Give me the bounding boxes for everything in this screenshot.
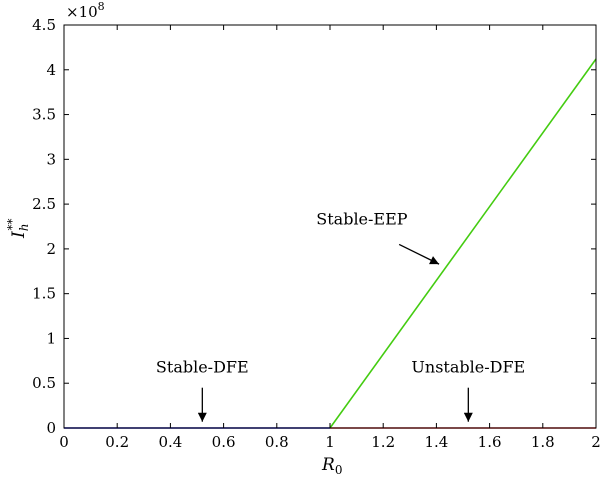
x-axis-label: R0 (321, 455, 342, 477)
annotation-label: Stable-DFE (156, 357, 249, 376)
annotation-arrow (398, 243, 440, 265)
x-tick-label: 0.2 (105, 433, 129, 451)
x-tick-label: 1.8 (531, 433, 555, 451)
y-axis-label-superscript: ** (5, 219, 19, 231)
annotation-label: Unstable-DFE (411, 357, 525, 376)
x-tick-label: 0.8 (265, 433, 289, 451)
y-tick-label: 2 (46, 240, 56, 258)
y-tick-label: 2.5 (32, 195, 56, 213)
y-tick-label: 0.5 (32, 374, 56, 392)
x-tick-label: 1.6 (478, 433, 502, 451)
x-tick-label: 0.6 (212, 433, 236, 451)
y-axis-multiplier-exponent: 8 (98, 0, 105, 13)
x-tick-label: 2 (591, 433, 600, 451)
y-tick-label: 4 (46, 61, 56, 79)
y-tick-label: 1.5 (32, 285, 56, 303)
y-tick-label: 0 (46, 419, 56, 437)
series-line-2 (329, 58, 597, 429)
y-tick-label: 1 (46, 329, 56, 347)
annotation-label: Stable-EEP (316, 210, 408, 229)
x-tick-label: 1.2 (371, 433, 395, 451)
y-tick-label: 4.5 (32, 16, 56, 34)
x-tick-label: 1 (325, 433, 335, 451)
y-axis-label: Ih** (5, 219, 31, 239)
y-tick-label: 3 (46, 150, 56, 168)
annotations: Stable-DFE Unstable-DFE Stable-EEP (156, 210, 525, 422)
x-tick-label: 0.4 (158, 433, 182, 451)
x-tick-label: 0 (59, 433, 69, 451)
y-tick-label: 3.5 (32, 106, 56, 124)
y-axis-label-subscript: h (17, 224, 31, 232)
y-axis-multiplier: ×108 (66, 0, 105, 21)
axis-ticks: 0 0.2 0.4 0.6 0.8 1 1.2 1.4 1.6 1.8 2 0 0.5 1 1.5 2 2.5 3… (32, 16, 600, 451)
x-axis-label-subscript: 0 (335, 463, 343, 477)
x-tick-label: 1.4 (424, 433, 448, 451)
